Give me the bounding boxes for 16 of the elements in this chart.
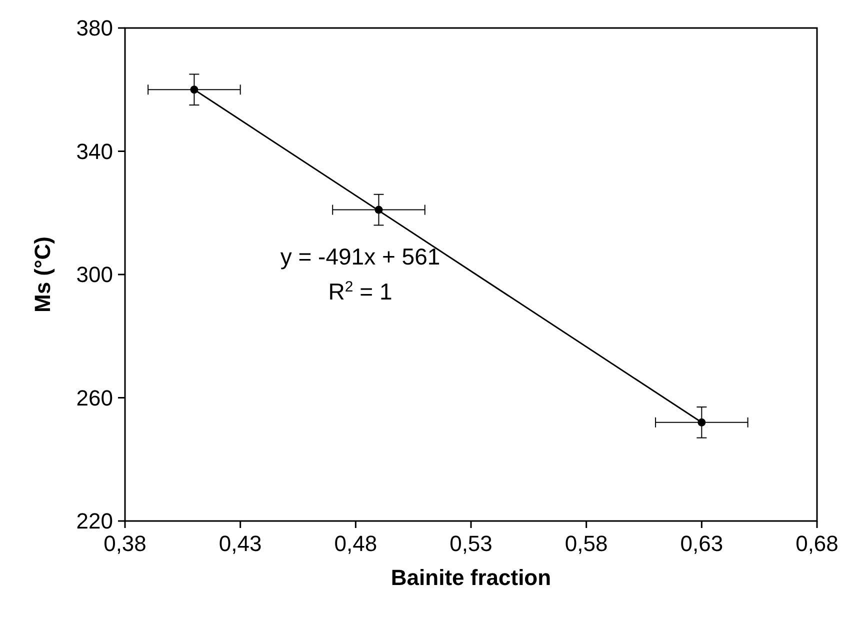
y-tick-label: 340	[76, 138, 113, 164]
y-axis-title: Ms (°C)	[30, 236, 55, 313]
x-tick-label: 0,48	[334, 531, 378, 556]
x-tick-label: 0,68	[796, 531, 838, 556]
y-tick-label: 380	[76, 16, 113, 41]
y-tick-label: 300	[76, 262, 113, 288]
x-tick-label: 0,63	[680, 531, 724, 556]
annotation: y = -491x + 561	[280, 244, 440, 270]
x-tick-label: 0,38	[104, 531, 146, 556]
y-tick-label: 220	[76, 508, 113, 534]
x-tick-label: 0,53	[450, 531, 492, 556]
x-tick-label: 0,58	[564, 531, 608, 556]
x-tick-label: 0,43	[218, 531, 262, 556]
annotation: R$^{2}$ = 1	[328, 278, 392, 305]
y-tick-label: 260	[76, 385, 113, 410]
x-axis-title: Bainite fraction	[390, 565, 552, 590]
